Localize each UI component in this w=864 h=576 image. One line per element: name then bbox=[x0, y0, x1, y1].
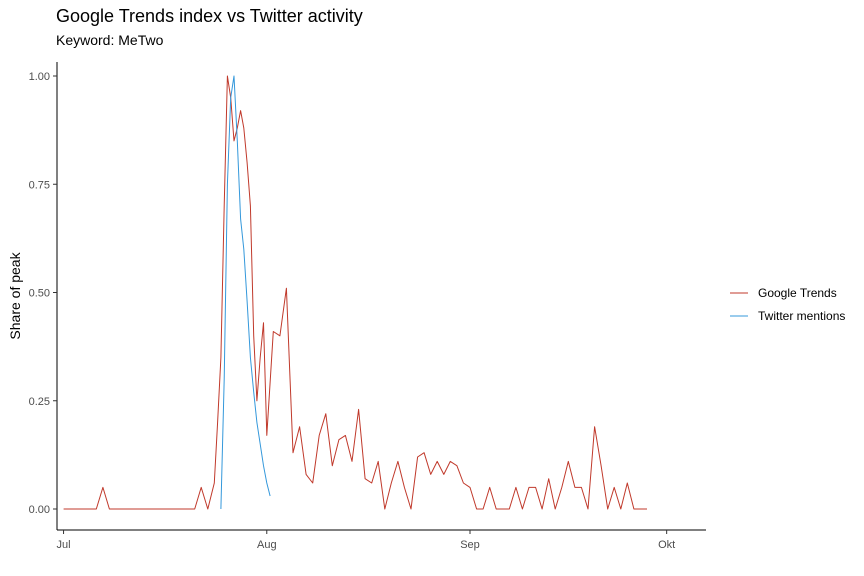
legend-label: Google Trends bbox=[758, 286, 837, 300]
y-tick-label: 0.75 bbox=[29, 179, 50, 191]
chart-subtitle: Keyword: MeTwo bbox=[56, 32, 164, 48]
x-tick-label: Jul bbox=[57, 539, 71, 551]
chart-title: Google Trends index vs Twitter activity bbox=[56, 6, 363, 26]
series-line-google-trends bbox=[63, 75, 647, 510]
y-tick-label: 0.50 bbox=[29, 288, 50, 300]
y-tick-label: 1.00 bbox=[29, 71, 50, 83]
x-tick-label: Aug bbox=[257, 539, 277, 551]
x-tick-label: Sep bbox=[460, 539, 480, 551]
series-line-twitter-mentions bbox=[220, 75, 271, 510]
y-tick-label: 0.00 bbox=[29, 504, 50, 516]
y-tick-label: 0.25 bbox=[29, 396, 50, 408]
y-axis-title: Share of peak bbox=[7, 251, 23, 339]
x-tick-label: Okt bbox=[658, 539, 675, 551]
legend-label: Twitter mentions bbox=[758, 309, 845, 323]
